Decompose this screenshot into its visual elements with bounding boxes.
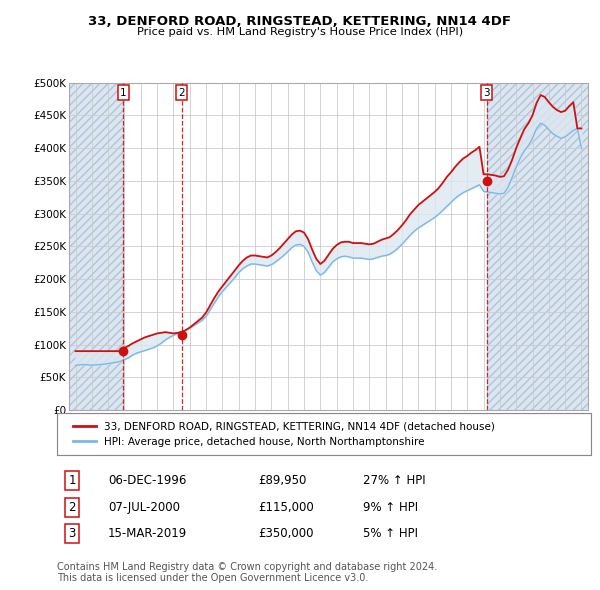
Text: 07-JUL-2000: 07-JUL-2000 [108, 501, 180, 514]
Text: 3: 3 [484, 87, 490, 97]
Bar [69, 83, 123, 410]
Text: 2: 2 [178, 87, 185, 97]
Text: 33, DENFORD ROAD, RINGSTEAD, KETTERING, NN14 4DF: 33, DENFORD ROAD, RINGSTEAD, KETTERING, … [89, 15, 511, 28]
Text: Price paid vs. HM Land Registry's House Price Index (HPI): Price paid vs. HM Land Registry's House … [137, 27, 463, 37]
Legend: 33, DENFORD ROAD, RINGSTEAD, KETTERING, NN14 4DF (detached house), HPI: Average : 33, DENFORD ROAD, RINGSTEAD, KETTERING, … [68, 417, 500, 452]
Text: 06-DEC-1996: 06-DEC-1996 [108, 474, 187, 487]
Text: £89,950: £89,950 [258, 474, 307, 487]
Text: 1: 1 [120, 87, 127, 97]
Text: £115,000: £115,000 [258, 501, 314, 514]
Text: 15-MAR-2019: 15-MAR-2019 [108, 527, 187, 540]
FancyBboxPatch shape [57, 413, 591, 455]
Text: 1: 1 [68, 474, 76, 487]
Text: 9% ↑ HPI: 9% ↑ HPI [363, 501, 418, 514]
Text: Contains HM Land Registry data © Crown copyright and database right 2024.
This d: Contains HM Land Registry data © Crown c… [57, 562, 437, 584]
Text: 3: 3 [68, 527, 76, 540]
Bar [487, 83, 588, 410]
Text: £350,000: £350,000 [258, 527, 314, 540]
Text: 2: 2 [68, 501, 76, 514]
Text: 27% ↑ HPI: 27% ↑ HPI [363, 474, 425, 487]
Text: 5% ↑ HPI: 5% ↑ HPI [363, 527, 418, 540]
